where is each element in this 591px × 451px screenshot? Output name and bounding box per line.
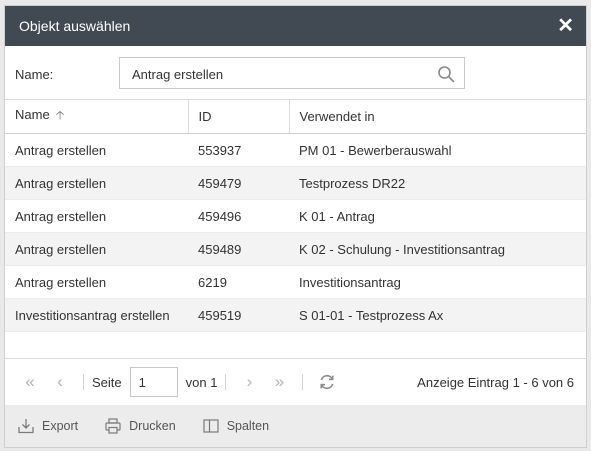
cell-name: Antrag erstellen [5, 166, 188, 200]
first-page-icon[interactable]: « [25, 372, 35, 391]
cell-name: Investitionsantrag erstellen [5, 298, 188, 332]
pager-divider [302, 374, 304, 390]
cell-id: 459519 [188, 298, 289, 332]
dialog-titlebar: Objekt auswählen ✕ [5, 6, 586, 46]
cell-used-in: Investitionsantrag [289, 265, 586, 299]
column-header-name[interactable]: Name 🡡 [5, 99, 188, 134]
table-row[interactable]: Antrag erstellen 459496 K 01 - Antrag [5, 199, 586, 233]
bottom-toolbar: Export Drucken Spalten [5, 405, 586, 447]
dialog-title: Objekt auswählen [19, 18, 131, 34]
page-count-label: von 1 [185, 374, 218, 390]
export-button[interactable]: Export [17, 417, 78, 435]
select-object-dialog: Objekt auswählen ✕ Name: Name 🡡 ID Verwen… [4, 5, 587, 448]
cell-name: Antrag erstellen [5, 265, 188, 299]
pager-divider [83, 374, 84, 390]
export-icon [18, 419, 34, 434]
table-header-row: Name 🡡 ID Verwendet in [5, 99, 586, 134]
pagination-bar: « ‹ Seite von 1 › » Anzeige Eintrag 1 - … [5, 358, 586, 405]
cell-name: Antrag erstellen [5, 133, 188, 167]
last-page-icon[interactable]: » [274, 372, 285, 391]
column-header-id[interactable]: ID [187, 99, 289, 134]
sort-ascending-icon: 🡡 [55, 108, 65, 122]
columns-icon [203, 419, 219, 433]
name-filter: Name: [5, 57, 586, 89]
table-row[interactable]: Investitionsantrag erstellen 459519 S 01… [5, 298, 586, 332]
column-header-name-label: Name [15, 107, 50, 122]
cell-id: 553937 [188, 133, 289, 167]
previous-page-icon[interactable]: ‹ [57, 372, 63, 391]
cell-id: 459496 [188, 199, 289, 233]
columns-button[interactable]: Spalten [202, 417, 269, 435]
page-number-input[interactable] [129, 367, 178, 397]
cell-used-in: PM 01 - Bewerberauswahl [289, 133, 586, 167]
page-label: Seite [92, 374, 122, 390]
name-search-input[interactable] [130, 59, 434, 89]
pagination-info: Anzeige Eintrag 1 - 6 von 6 [417, 374, 574, 390]
print-label: Drucken [129, 419, 176, 433]
columns-label: Spalten [226, 419, 270, 433]
table-row[interactable]: Antrag erstellen 553937 PM 01 - Bewerber… [5, 133, 586, 167]
search-icon[interactable] [437, 65, 455, 83]
close-icon[interactable]: ✕ [557, 15, 574, 37]
cell-name: Antrag erstellen [5, 199, 188, 233]
print-button[interactable]: Drucken [104, 417, 176, 435]
pager-divider [225, 374, 227, 390]
cell-name: Antrag erstellen [5, 232, 188, 266]
table-row[interactable]: Antrag erstellen 459479 Testprozess DR22 [5, 166, 586, 200]
next-page-icon[interactable]: › [246, 372, 253, 391]
table-row[interactable]: Antrag erstellen 6219 Investitionsantrag [5, 265, 586, 299]
export-label: Export [42, 419, 79, 433]
cell-id: 459479 [188, 166, 289, 200]
column-header-used-in[interactable]: Verwendet in [288, 99, 586, 134]
table-row[interactable]: Antrag erstellen 459489 K 02 - Schulung … [5, 232, 586, 266]
cell-used-in: Testprozess DR22 [289, 166, 586, 200]
cell-used-in: S 01-01 - Testprozess Ax [289, 298, 586, 332]
cell-id: 459489 [188, 232, 289, 266]
cell-id: 6219 [188, 265, 289, 299]
cell-used-in: K 01 - Antrag [289, 199, 586, 233]
refresh-icon[interactable] [317, 372, 337, 392]
name-filter-field [119, 57, 465, 89]
results-table: Name 🡡 ID Verwendet in Antrag erstellen 5… [5, 99, 586, 332]
name-filter-label: Name: [15, 67, 54, 82]
cell-used-in: K 02 - Schulung - Investitionsantrag [289, 232, 586, 266]
printer-icon [105, 418, 121, 434]
